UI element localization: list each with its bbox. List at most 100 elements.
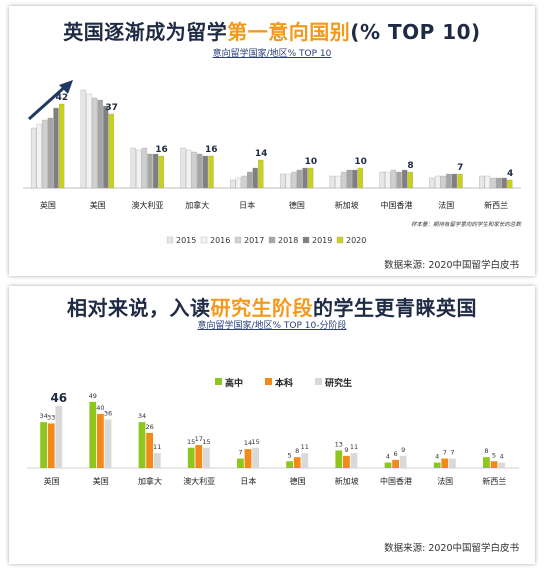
bar-高中-法国 (433, 462, 441, 468)
value-label-高中-澳大利亚: 15 (187, 438, 195, 446)
trend-arrowhead-icon (59, 80, 73, 94)
bar-2020-中国香港 (407, 171, 413, 189)
chart-panel-top: 英国逐渐成为留学第一意向国别(% TOP 10) 意向留学国家/地区% TOP … (9, 6, 535, 276)
x-tick-label: 英国 (44, 476, 60, 486)
bar-2016-法国 (434, 175, 441, 189)
x-tick-label: 澳大利亚 (132, 200, 164, 210)
bar-2015-新西兰 (479, 175, 485, 189)
value-label-研究生-澳大利亚: 15 (202, 438, 210, 446)
bar-2017-加拿大 (191, 151, 197, 189)
value-label-研究生-中国香港: 9 (401, 446, 405, 454)
bar-2016-澳大利亚 (136, 149, 142, 189)
legend-swatch-2019 (302, 236, 310, 244)
bar-研究生-法国 (449, 458, 456, 468)
value-label-法国: 7 (457, 163, 463, 173)
value-label-本科-德国: 8 (295, 447, 299, 455)
legend-swatch-本科 (265, 378, 272, 385)
value-label-本科-中国香港: 6 (394, 450, 398, 458)
value-label-高中-加拿大: 34 (138, 412, 146, 420)
bar-2020-加拿大 (208, 155, 214, 189)
bar-2018-美国 (97, 99, 103, 189)
bar-2015-日本 (230, 179, 236, 189)
bar-2015-美国 (80, 89, 87, 189)
legend-swatch-2015 (166, 236, 174, 244)
bar-本科-法国 (441, 458, 449, 468)
value-label-新加坡: 10 (354, 157, 367, 167)
value-label-高中-法国: 4 (435, 453, 439, 461)
bar-研究生-新西兰 (498, 462, 505, 468)
chart-title-top: 英国逐渐成为留学第一意向国别(% TOP 10) (63, 20, 481, 44)
value-label-新西兰: 4 (507, 169, 513, 179)
bar-本科-加拿大 (146, 432, 153, 468)
bar-2020-澳大利亚 (158, 155, 164, 189)
value-label-美国: 37 (105, 103, 118, 113)
value-label-研究生-日本: 15 (251, 438, 259, 446)
legend-swatch-2016 (200, 236, 208, 244)
bar-2018-新加坡 (346, 169, 352, 189)
bar-2018-英国 (47, 117, 54, 189)
x-tick-label: 法国 (438, 200, 454, 210)
value-label-研究生-法国: 7 (450, 449, 454, 457)
bar-2019-德国 (302, 167, 308, 189)
bar-2015-英国 (30, 127, 37, 189)
bar-高中-德国 (286, 461, 293, 468)
bar-本科-澳大利亚 (195, 445, 203, 468)
bar-高中-加拿大 (138, 422, 146, 468)
bar-2016-新加坡 (335, 175, 341, 189)
bar-2016-美国 (86, 93, 92, 189)
bar-2019-英国 (53, 107, 59, 189)
bar-2017-澳大利亚 (141, 147, 148, 189)
bar-2017-新加坡 (340, 171, 347, 189)
bar-2016-新西兰 (484, 175, 491, 189)
bar-2019-澳大利亚 (152, 153, 159, 189)
bar-2020-日本 (258, 159, 264, 189)
value-label-研究生-新西兰: 4 (500, 453, 504, 461)
bar-2015-中国香港 (379, 171, 385, 189)
legend-swatch-2020 (336, 236, 344, 244)
chart-panel-bottom: 相对来说，入读研究生阶段的学生更青睐英国 意向留学国家/地区% TOP 10-分… (9, 286, 535, 564)
bar-2015-德国 (279, 173, 286, 189)
bar-2019-日本 (252, 167, 258, 189)
bar-2019-中国香港 (401, 169, 408, 189)
value-label-本科-澳大利亚: 17 (195, 435, 203, 443)
value-label-研究生-英国: 46 (50, 391, 67, 405)
x-tick-label: 中国香港 (381, 200, 413, 210)
bar-2020-德国 (307, 167, 314, 189)
value-label-高中-新西兰: 8 (484, 447, 488, 455)
x-tick-label: 日本 (240, 476, 256, 486)
value-label-高中-英国: 34 (39, 412, 47, 420)
bar-本科-美国 (97, 414, 104, 468)
value-label-本科-法国: 7 (443, 449, 447, 457)
value-label-加拿大: 16 (205, 145, 218, 155)
bar-2020-美国 (108, 113, 115, 189)
legend-label-2017: 2017 (244, 236, 264, 245)
value-label-研究生-加拿大: 11 (153, 443, 161, 451)
value-label-高中-日本: 7 (238, 449, 242, 457)
bar-2018-中国香港 (396, 171, 402, 189)
bar-2019-美国 (103, 105, 109, 189)
bar-2018-日本 (246, 171, 253, 189)
bar-研究生-美国 (104, 419, 112, 468)
legend-swatch-2017 (234, 236, 242, 244)
bar-本科-中国香港 (392, 459, 399, 468)
bar-2017-新西兰 (490, 177, 496, 189)
legend-label-2020: 2020 (346, 236, 366, 245)
bar-高中-英国 (40, 422, 47, 468)
bar-2016-中国香港 (385, 171, 391, 189)
value-label-本科-新西兰: 5 (492, 451, 496, 459)
value-label-德国: 10 (305, 157, 318, 167)
bar-2018-德国 (296, 169, 303, 189)
value-label-研究生-美国: 36 (104, 409, 112, 417)
x-tick-label: 新西兰 (482, 476, 506, 486)
value-label-研究生-德国: 11 (301, 443, 309, 451)
value-label-本科-新加坡: 9 (344, 446, 348, 454)
source-note-bottom: 数据来源: 2020中国留学白皮书 (384, 543, 519, 554)
x-tick-label: 英国 (40, 200, 56, 210)
x-tick-label: 美国 (93, 476, 109, 486)
bar-2020-新西兰 (507, 179, 513, 189)
legend-label-2018: 2018 (278, 236, 298, 245)
bar-2016-日本 (235, 177, 242, 189)
x-tick-label: 德国 (290, 476, 306, 486)
bar-研究生-中国香港 (399, 455, 407, 468)
